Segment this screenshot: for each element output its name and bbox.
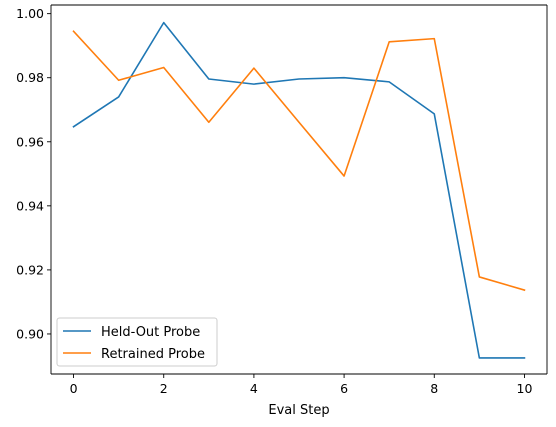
legend: Held-Out Probe Retrained Probe (56, 317, 218, 367)
x-tick-label: 4 (250, 381, 258, 396)
axes-frame (50, 4, 548, 375)
y-axis-ticks: 0.90 0.92 0.94 0.96 0.98 1.00 (16, 6, 51, 341)
legend-box (56, 317, 218, 367)
x-axis-ticks: 0 2 4 6 8 10 (70, 374, 533, 396)
legend-label: Retrained Probe (101, 347, 205, 362)
y-tick-label: 0.92 (16, 262, 44, 277)
x-tick-label: 6 (340, 381, 348, 396)
x-tick-label: 10 (517, 381, 533, 396)
y-tick-label: 0.98 (16, 70, 44, 85)
series-line-1 (72, 21, 526, 359)
x-tick-label: 0 (70, 381, 78, 396)
x-axis-label: Eval Step (268, 403, 329, 418)
y-tick-label: 0.90 (16, 326, 44, 341)
legend-label: Held-Out Probe (101, 325, 200, 340)
y-tick-label: 1.00 (16, 6, 44, 21)
x-tick-label: 2 (160, 381, 168, 396)
x-tick-label: 8 (430, 381, 438, 396)
y-tick-label: 0.94 (16, 198, 44, 213)
series-layer (72, 21, 526, 359)
y-tick-label: 0.96 (16, 134, 44, 149)
series-line-2 (72, 30, 526, 292)
plot-area (51, 5, 547, 374)
